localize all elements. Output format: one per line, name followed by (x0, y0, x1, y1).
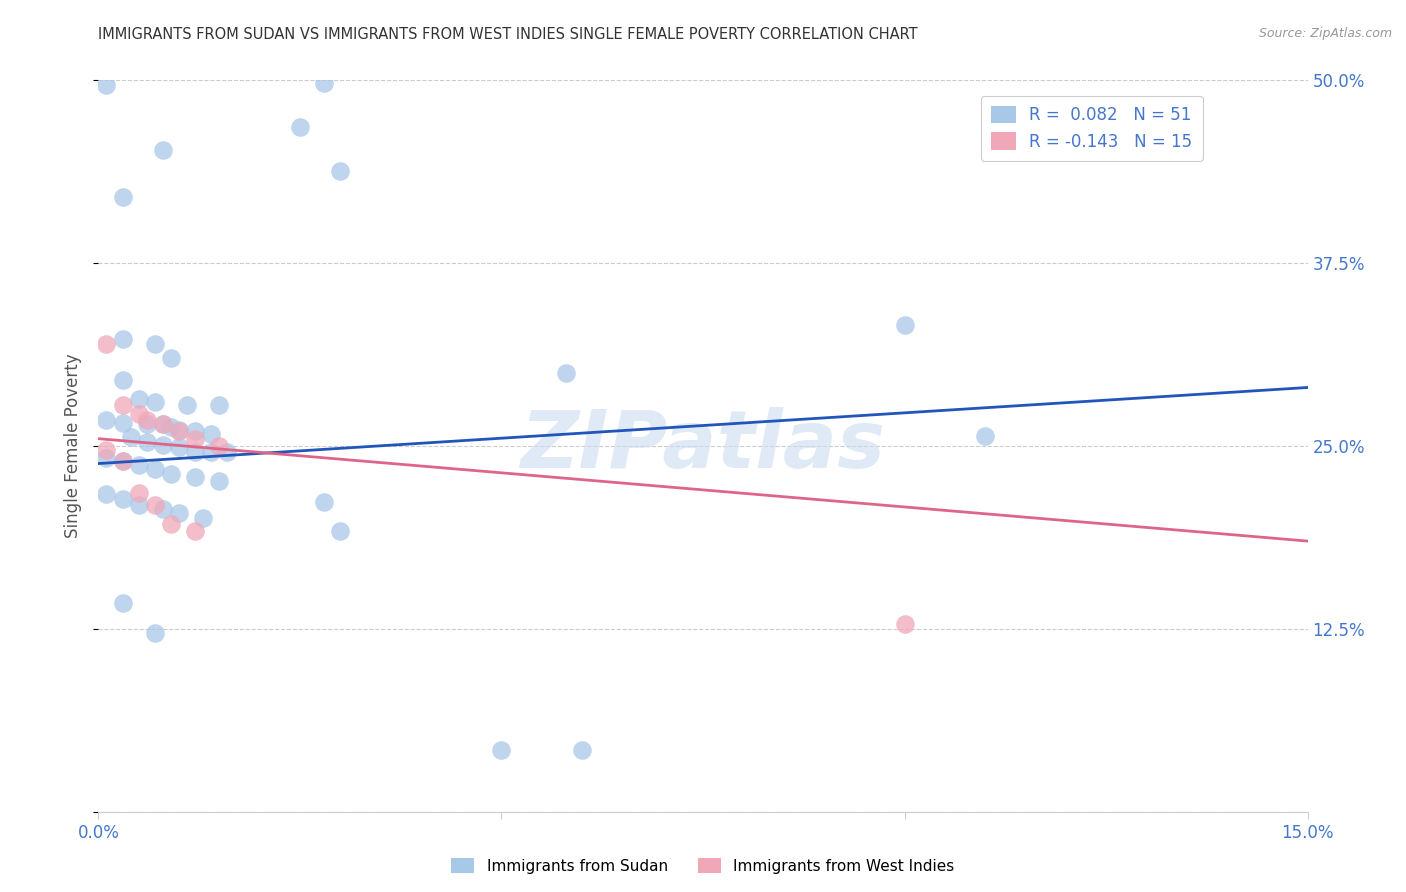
Text: IMMIGRANTS FROM SUDAN VS IMMIGRANTS FROM WEST INDIES SINGLE FEMALE POVERTY CORRE: IMMIGRANTS FROM SUDAN VS IMMIGRANTS FROM… (98, 27, 918, 42)
Text: ZIPatlas: ZIPatlas (520, 407, 886, 485)
Point (96, 336, 118, 351)
Point (208, 474, 231, 488)
Point (184, 425, 207, 439)
Point (217, 445, 239, 459)
Point (184, 445, 207, 459)
Point (152, 437, 174, 451)
Point (167, 441, 190, 455)
Point (152, 417, 174, 431)
Point (555, 366, 578, 380)
Point (160, 467, 183, 481)
Point (128, 407, 150, 421)
Point (111, 595, 134, 609)
Point (135, 434, 157, 449)
Point (152, 417, 174, 431)
Point (143, 462, 166, 476)
Point (143, 336, 166, 351)
Point (111, 416, 134, 430)
Point (96, 487, 118, 501)
Point (176, 398, 198, 412)
Point (167, 423, 190, 437)
Point (143, 626, 166, 640)
Point (288, 120, 311, 134)
Point (893, 318, 915, 332)
Point (184, 469, 207, 483)
Y-axis label: Single Female Poverty: Single Female Poverty (65, 354, 83, 538)
Point (314, 494, 336, 508)
Point (160, 516, 183, 531)
Point (200, 427, 222, 442)
Point (111, 453, 134, 467)
Point (314, 76, 336, 90)
Point (152, 144, 174, 158)
Point (167, 425, 190, 439)
Point (111, 190, 134, 204)
Point (974, 429, 997, 443)
Point (200, 445, 222, 459)
Point (111, 491, 134, 506)
Point (111, 398, 134, 412)
Point (143, 395, 166, 409)
Point (111, 453, 134, 467)
Point (135, 412, 157, 426)
Point (128, 392, 150, 407)
Point (111, 373, 134, 387)
Point (193, 510, 215, 524)
Point (167, 506, 190, 520)
Point (329, 524, 352, 538)
Point (143, 498, 166, 512)
Point (491, 743, 513, 757)
Point (160, 351, 183, 366)
Point (135, 417, 157, 431)
Point (111, 332, 134, 346)
Point (96, 412, 118, 426)
Legend: R =  0.082   N = 51, R = -0.143   N = 15: R = 0.082 N = 51, R = -0.143 N = 15 (981, 96, 1202, 161)
Point (128, 458, 150, 472)
Point (120, 430, 142, 444)
Point (208, 398, 231, 412)
Point (96, 78, 118, 92)
Point (184, 524, 207, 538)
Point (184, 432, 207, 446)
Point (208, 439, 231, 453)
Point (128, 498, 150, 512)
Legend: Immigrants from Sudan, Immigrants from West Indies: Immigrants from Sudan, Immigrants from W… (446, 852, 960, 880)
Point (160, 420, 183, 434)
Point (893, 617, 915, 632)
Text: Source: ZipAtlas.com: Source: ZipAtlas.com (1258, 27, 1392, 40)
Point (96, 443, 118, 458)
Point (571, 743, 593, 757)
Point (329, 164, 352, 178)
Point (152, 502, 174, 516)
Point (96, 450, 118, 465)
Point (128, 485, 150, 500)
